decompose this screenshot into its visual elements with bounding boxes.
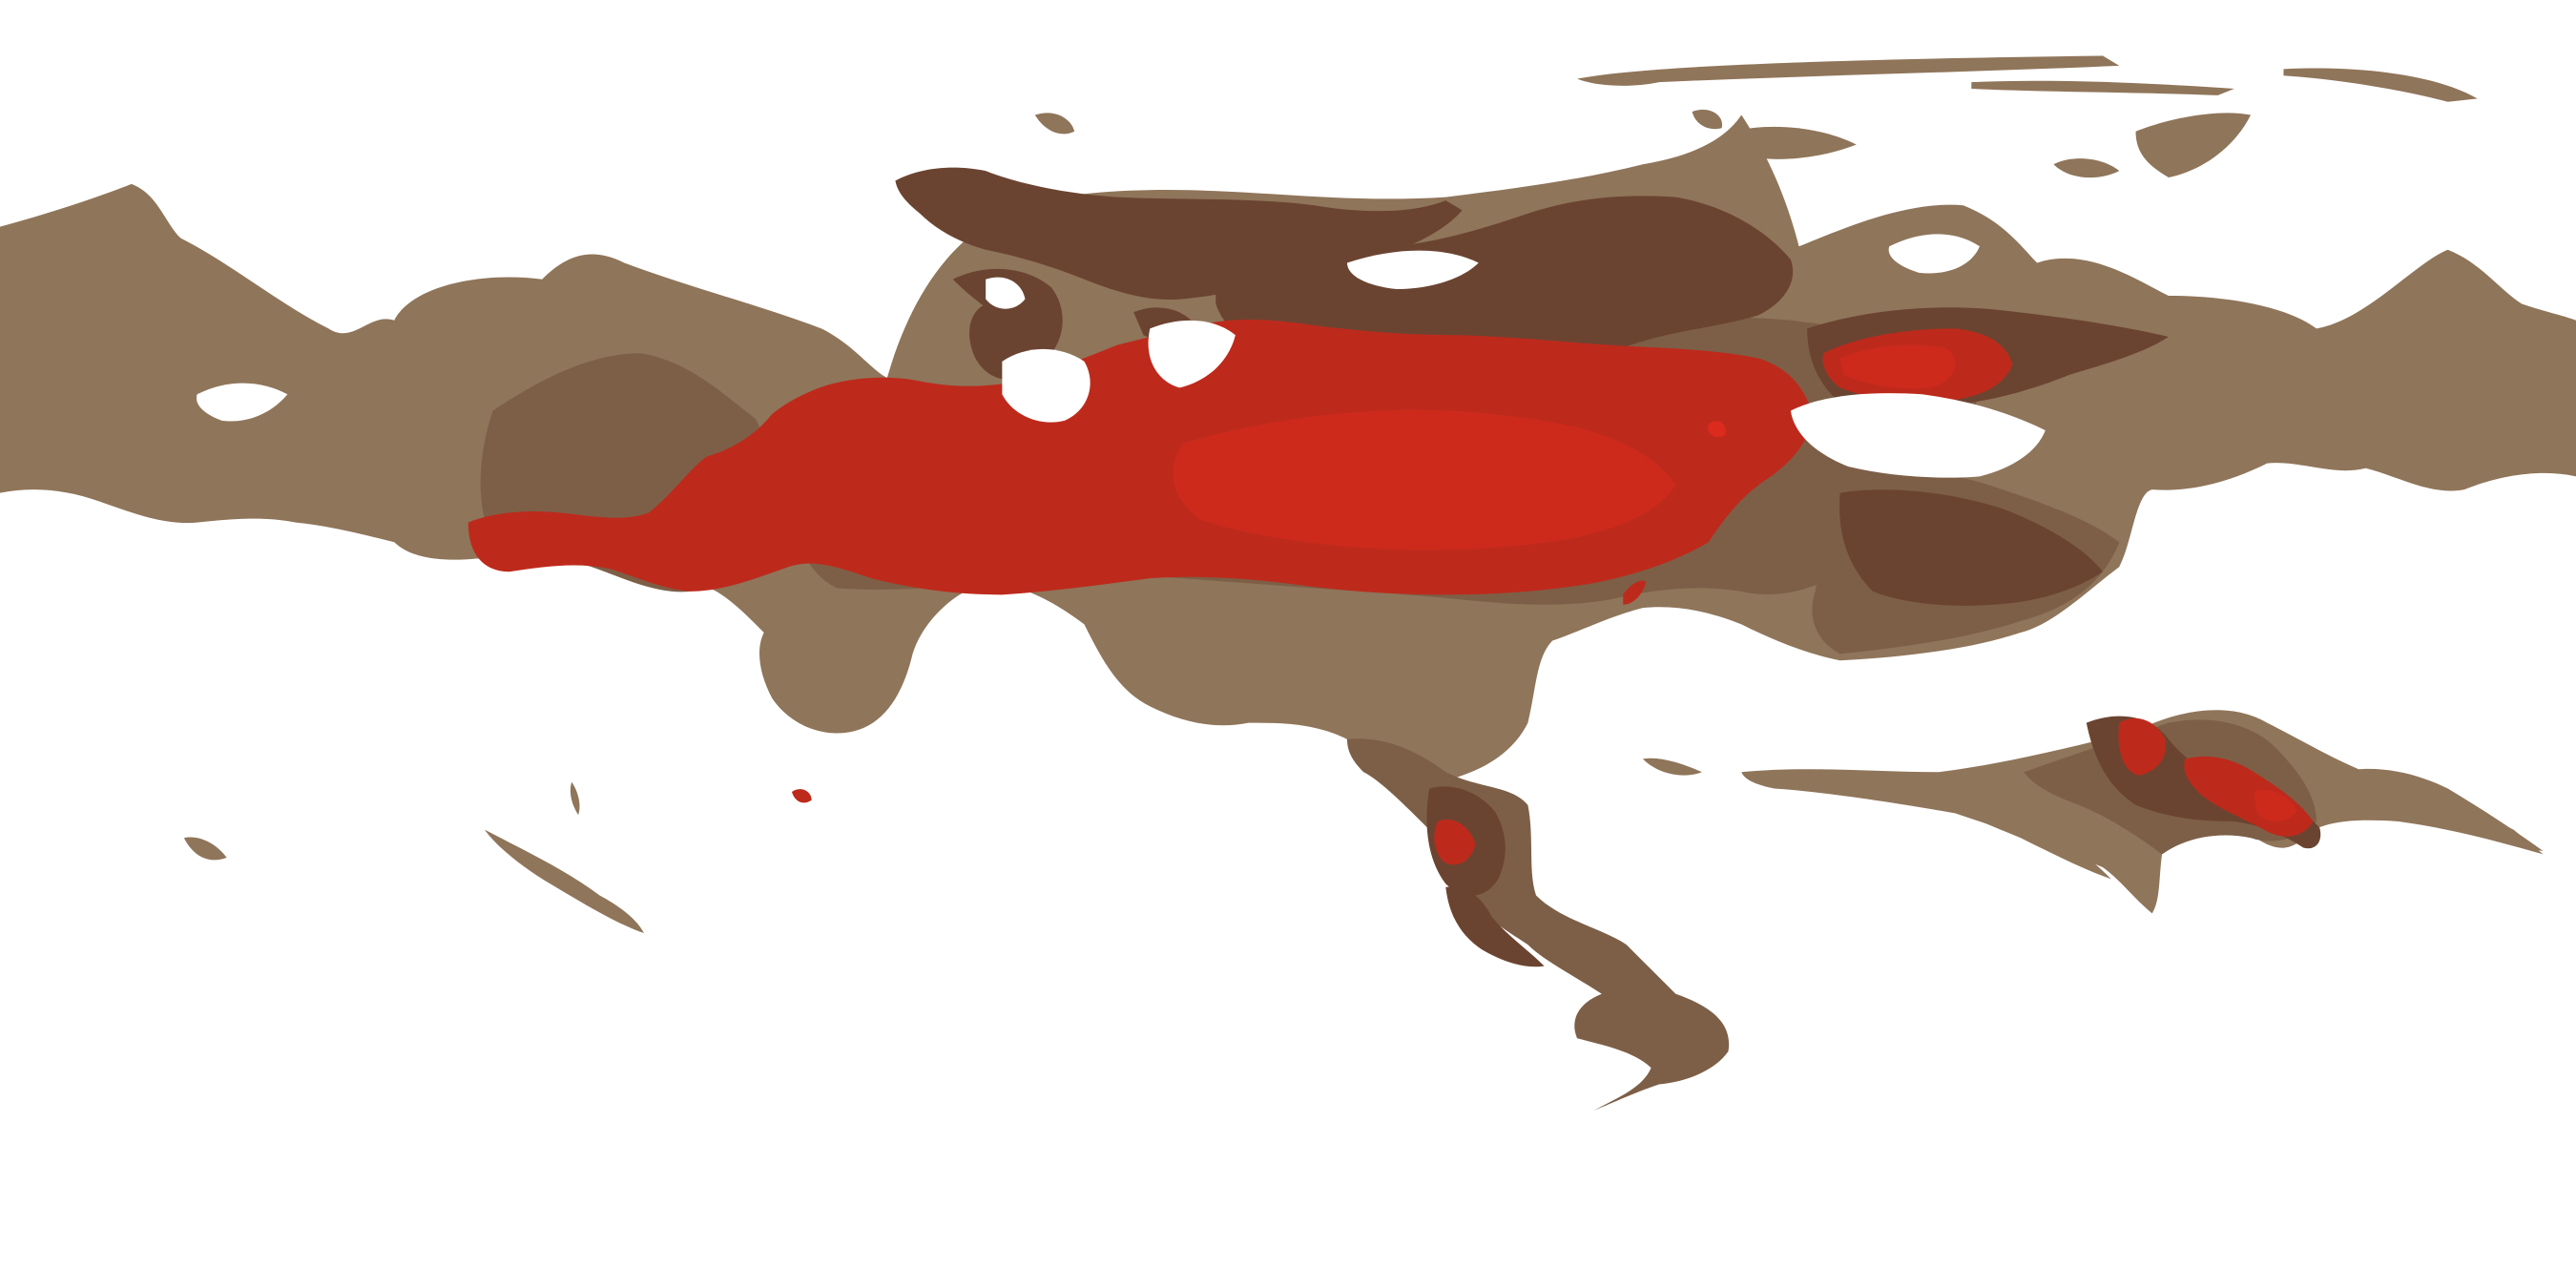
clear-air-gaps [196,234,2046,478]
arctic-streaks [1034,55,2478,178]
bright-red-highlights [1173,344,2297,822]
southern-scattered-patches [183,768,2544,934]
